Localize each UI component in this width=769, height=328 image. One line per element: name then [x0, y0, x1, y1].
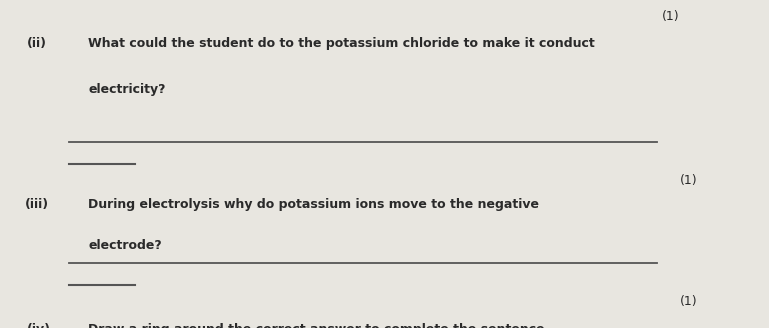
Text: (1): (1): [680, 174, 697, 187]
Text: (1): (1): [680, 295, 697, 308]
Text: electrode?: electrode?: [88, 239, 162, 252]
Text: (1): (1): [662, 10, 679, 24]
Text: Draw a ring around the correct answer to complete the sentence.: Draw a ring around the correct answer to…: [88, 323, 550, 328]
Text: What could the student do to the potassium chloride to make it conduct: What could the student do to the potassi…: [88, 37, 595, 50]
Text: (iii): (iii): [25, 198, 48, 211]
Text: During electrolysis why do potassium ions move to the negative: During electrolysis why do potassium ion…: [88, 198, 539, 211]
Text: electricity?: electricity?: [88, 83, 166, 96]
Text: (iv): (iv): [27, 323, 51, 328]
Text: (ii): (ii): [27, 37, 47, 50]
